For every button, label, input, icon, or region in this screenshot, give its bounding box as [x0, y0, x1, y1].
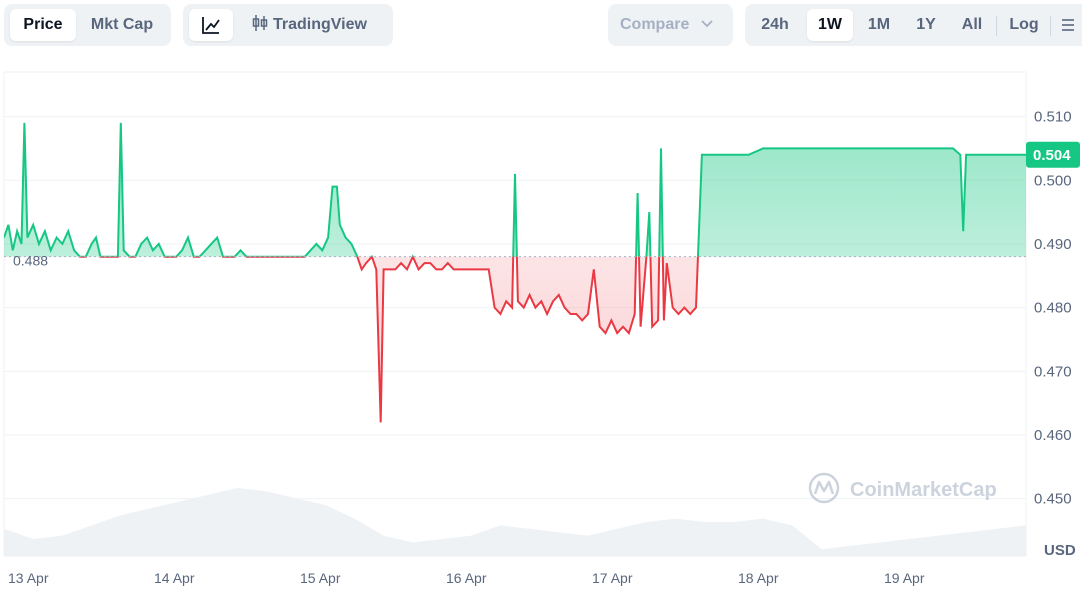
toolbar-divider [996, 16, 997, 36]
more-options-button[interactable] [1053, 9, 1082, 41]
current-price-tag: 0.504 [1026, 141, 1080, 168]
watermark-text: CoinMarketCap [850, 479, 997, 501]
reference-price-tag: 0.488 [13, 253, 48, 269]
x-tick-label: 15 Apr [300, 570, 341, 586]
current-price-badge [1026, 141, 1080, 168]
x-tick-label: 14 Apr [154, 570, 195, 586]
x-tick-label: 13 Apr [8, 570, 49, 586]
log-scale-button[interactable]: Log [1009, 16, 1039, 33]
tradingview-label: TradingView [273, 16, 367, 33]
y-tick-label: 0.470 [1034, 363, 1072, 380]
compare-dropdown[interactable]: Compare [608, 4, 733, 46]
volume-area [4, 488, 1026, 556]
y-tick-label: 0.480 [1034, 300, 1072, 317]
range-1y[interactable]: 1Y [916, 16, 936, 33]
range-all[interactable]: All [961, 16, 983, 33]
range-24h[interactable]: 24h [761, 16, 789, 33]
tab-mkt-cap[interactable]: Mkt Cap [90, 16, 154, 33]
x-tick-label: 19 Apr [884, 570, 925, 586]
y-tick-label: 0.490 [1034, 236, 1072, 253]
tab-price[interactable]: Price [10, 9, 76, 41]
menu-lines-icon [1062, 19, 1074, 31]
current-price-label: 0.504 [1033, 147, 1071, 164]
currency-label: USD [1044, 542, 1076, 559]
line-chart-button[interactable] [189, 9, 233, 41]
chevron-down-icon [701, 20, 713, 28]
x-tick-label: 16 Apr [446, 570, 487, 586]
toolbar-divider [1050, 16, 1051, 36]
coinmarketcap-logo-icon [808, 472, 840, 504]
x-tick-label: 18 Apr [738, 570, 779, 586]
y-tick-label: 0.510 [1034, 109, 1072, 126]
compare-label: Compare [620, 16, 690, 33]
y-tick-label: 0.500 [1034, 172, 1072, 189]
y-tick-label: 0.450 [1034, 491, 1072, 508]
coinmarketcap-watermark: CoinMarketCap [808, 472, 997, 504]
price-type-toggle: Price Mkt Cap [4, 4, 171, 46]
reference-price-label: 0.488 [13, 253, 48, 269]
y-tick-label: 0.460 [1034, 427, 1072, 444]
time-range-toggle: 24h 1W 1M 1Y All Log [745, 4, 1082, 46]
tradingview-button[interactable]: TradingView [243, 9, 387, 41]
range-1m[interactable]: 1M [867, 16, 891, 33]
candlestick-icon [252, 15, 268, 31]
chart-type-toggle: TradingView [183, 4, 393, 46]
line-chart-icon [202, 17, 220, 34]
range-1w[interactable]: 1W [807, 9, 853, 41]
x-tick-label: 17 Apr [592, 570, 633, 586]
